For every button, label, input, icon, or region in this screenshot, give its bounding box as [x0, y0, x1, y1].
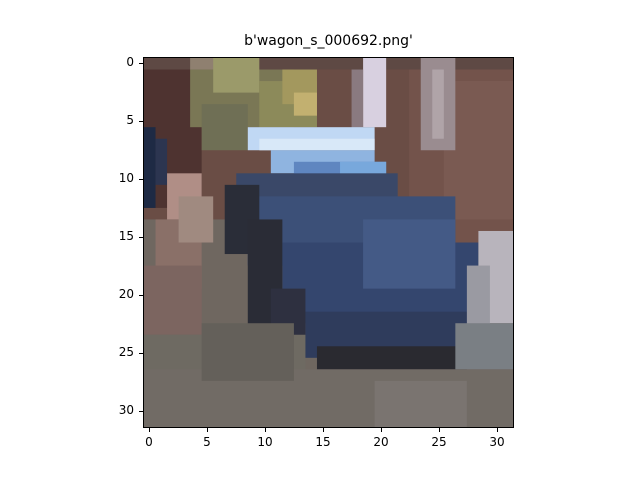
- y-tick-mark: [139, 411, 143, 412]
- x-tick-mark: [323, 428, 324, 432]
- x-tick-label: 25: [431, 435, 447, 449]
- x-tick-label: 20: [373, 435, 389, 449]
- y-tick-label: 30: [118, 403, 134, 417]
- y-tick-mark: [139, 179, 143, 180]
- y-tick-label: 5: [126, 113, 134, 127]
- x-tick-label: 10: [257, 435, 273, 449]
- x-tick-mark: [497, 428, 498, 432]
- pixelated-photo: [144, 58, 513, 427]
- y-tick-label: 15: [118, 229, 134, 243]
- x-tick-mark: [439, 428, 440, 432]
- x-tick-mark: [149, 428, 150, 432]
- x-tick-label: 30: [489, 435, 505, 449]
- image-plot-area: [143, 57, 514, 428]
- x-tick-mark: [207, 428, 208, 432]
- x-tick-label: 5: [203, 435, 211, 449]
- x-tick-label: 0: [145, 435, 153, 449]
- y-tick-label: 0: [126, 55, 134, 69]
- y-tick-label: 10: [118, 171, 134, 185]
- y-tick-mark: [139, 353, 143, 354]
- figure-title: b'wagon_s_000692.png': [244, 33, 413, 49]
- x-tick-mark: [265, 428, 266, 432]
- x-tick-label: 15: [315, 435, 331, 449]
- y-tick-label: 20: [118, 287, 134, 301]
- y-tick-mark: [139, 63, 143, 64]
- y-tick-mark: [139, 121, 143, 122]
- x-tick-mark: [381, 428, 382, 432]
- y-tick-mark: [139, 295, 143, 296]
- y-tick-mark: [139, 237, 143, 238]
- y-tick-label: 25: [118, 345, 134, 359]
